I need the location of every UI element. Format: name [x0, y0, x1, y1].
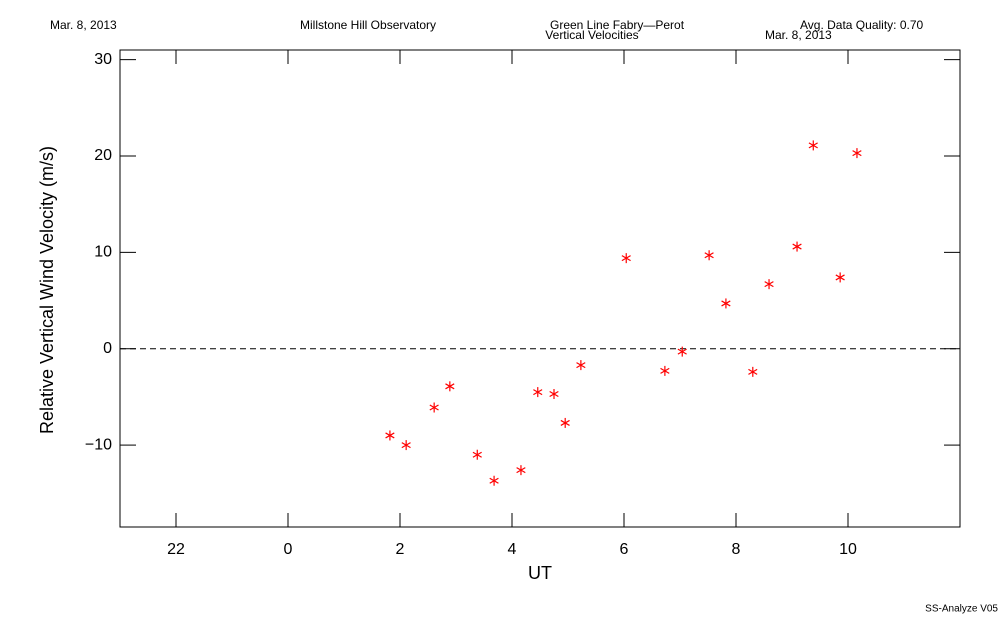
asterisk-marker: [516, 465, 526, 476]
y-tick-label: 10: [94, 244, 112, 261]
asterisk-marker: [621, 253, 631, 264]
marker-stroke: [660, 367, 670, 374]
plot-date: Mar. 8, 2013: [765, 28, 832, 42]
marker-stroke: [560, 419, 570, 426]
date-label: Mar. 8, 2013: [50, 18, 117, 32]
marker-stroke: [445, 383, 455, 390]
marker-stroke: [516, 467, 526, 474]
observatory-label: Millstone Hill Observatory: [300, 18, 436, 32]
x-tick-label: 6: [620, 541, 629, 558]
marker-stroke: [385, 432, 395, 439]
y-axis-label: Relative Vertical Wind Velocity (m/s): [37, 146, 57, 434]
asterisk-marker: [549, 389, 559, 400]
asterisk-marker: [472, 449, 482, 460]
marker-stroke: [533, 389, 543, 396]
y-tick-label: −10: [85, 436, 112, 453]
asterisk-marker: [721, 298, 731, 309]
quality-label: Avg. Data Quality: 0.70: [800, 18, 924, 32]
x-tick-label: 8: [732, 541, 741, 558]
x-tick-label: 10: [839, 541, 857, 558]
y-tick-label: 0: [103, 340, 112, 357]
instrument-label: Green Line Fabry—Perot: [550, 18, 685, 32]
asterisk-marker: [748, 366, 758, 377]
marker-stroke: [489, 477, 499, 484]
asterisk-marker: [489, 475, 499, 486]
asterisk-marker: [808, 140, 818, 151]
marker-stroke: [472, 451, 482, 458]
marker-stroke: [677, 348, 687, 355]
marker-stroke: [721, 300, 731, 307]
asterisk-marker: [560, 417, 570, 428]
asterisk-marker: [445, 381, 455, 392]
marker-stroke: [576, 362, 586, 369]
x-tick-label: 0: [284, 541, 293, 558]
asterisk-marker: [704, 250, 714, 261]
asterisk-marker: [835, 272, 845, 283]
marker-stroke: [748, 368, 758, 375]
asterisk-marker: [576, 360, 586, 371]
marker-stroke: [764, 281, 774, 288]
x-tick-label: 2: [396, 541, 405, 558]
marker-stroke: [835, 274, 845, 281]
asterisk-marker: [533, 387, 543, 398]
marker-stroke: [621, 255, 631, 262]
y-tick-label: 20: [94, 147, 112, 164]
x-axis-label: UT: [528, 563, 552, 583]
footer: SS-Analyze V05: [925, 604, 998, 615]
asterisk-marker: [764, 279, 774, 290]
y-tick-label: 30: [94, 51, 112, 68]
marker-stroke: [852, 150, 862, 157]
marker-stroke: [429, 404, 439, 411]
asterisk-marker: [852, 148, 862, 159]
marker-stroke: [549, 390, 559, 398]
asterisk-marker: [401, 440, 411, 451]
chart-title: Vertical Velocities: [545, 28, 638, 42]
x-tick-label: 4: [508, 541, 517, 558]
x-tick-label: 22: [167, 541, 185, 558]
plot-frame: [119, 49, 961, 528]
marker-stroke: [401, 442, 411, 449]
asterisk-marker: [792, 241, 802, 252]
asterisk-marker: [429, 402, 439, 413]
asterisk-marker: [660, 365, 670, 376]
asterisk-marker: [677, 346, 687, 357]
marker-stroke: [792, 243, 802, 250]
marker-stroke: [808, 142, 818, 149]
marker-stroke: [704, 252, 714, 259]
asterisk-marker: [385, 430, 395, 441]
